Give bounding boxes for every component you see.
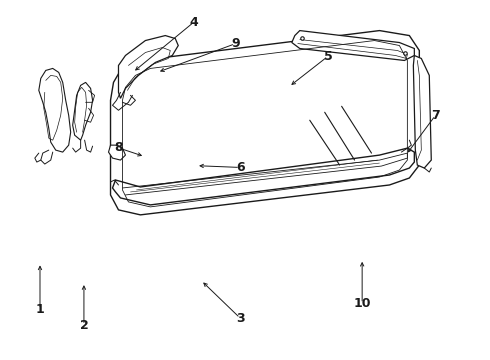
Text: 4: 4 — [189, 16, 198, 29]
Text: 9: 9 — [231, 37, 240, 50]
Polygon shape — [119, 36, 178, 98]
Text: 5: 5 — [323, 50, 332, 63]
Text: 3: 3 — [236, 311, 245, 325]
Polygon shape — [414, 55, 431, 168]
Text: 10: 10 — [353, 297, 371, 310]
Polygon shape — [39, 68, 71, 152]
Polygon shape — [292, 31, 415, 60]
Polygon shape — [108, 145, 125, 160]
Polygon shape — [113, 148, 415, 205]
Text: 1: 1 — [36, 303, 45, 316]
Polygon shape — [73, 82, 93, 140]
Text: 7: 7 — [431, 109, 440, 122]
Text: 6: 6 — [236, 161, 245, 174]
Text: 8: 8 — [114, 141, 122, 154]
Polygon shape — [111, 31, 419, 215]
Text: 2: 2 — [79, 319, 88, 332]
